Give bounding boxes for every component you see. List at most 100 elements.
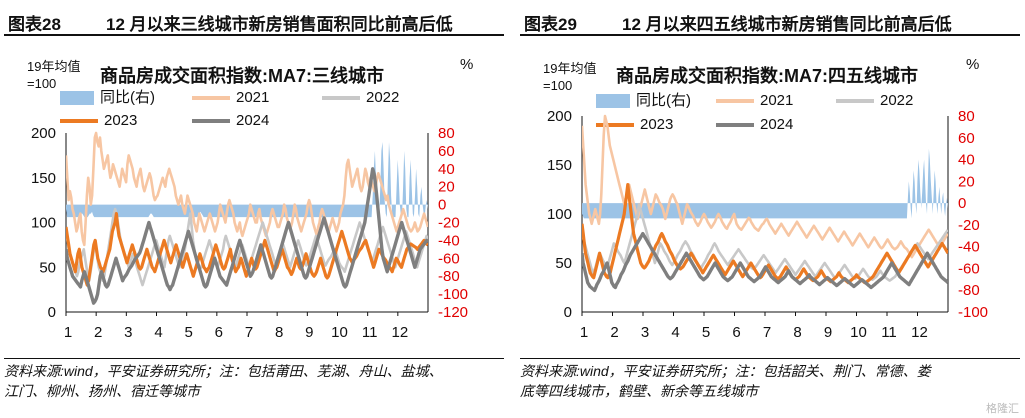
x-tick-label: 5 — [184, 324, 192, 341]
y-left-tick-label: 100 — [547, 206, 572, 223]
y-right-tick-label: -40 — [438, 232, 460, 249]
x-tick-label: 9 — [305, 324, 313, 341]
left-axis-unit-line-2: =100 — [27, 76, 57, 91]
right-axis-unit: % — [460, 56, 474, 73]
y-right-tick-label: 40 — [958, 152, 975, 169]
legend-swatch-2024 — [716, 123, 754, 128]
y-left-tick-label: 150 — [31, 170, 56, 187]
y-right-tick-label: -80 — [958, 282, 980, 299]
legend-swatch-2022 — [322, 96, 360, 101]
legend-swatch-yoy — [60, 91, 94, 106]
series-2021-line — [66, 131, 428, 247]
y-left-tick-label: 0 — [564, 304, 572, 321]
legend-2022: 2022 — [836, 92, 913, 110]
y-left-tick-label: 200 — [547, 108, 572, 125]
x-tick-label: 11 — [881, 324, 897, 341]
legend-swatch-2021 — [716, 99, 754, 104]
legend-swatch-2021 — [192, 96, 230, 101]
legend-label-2021: 2021 — [760, 92, 794, 109]
y-right-tick-label: -100 — [958, 304, 988, 321]
y-right-tick-label: 80 — [958, 108, 975, 125]
y-right-tick-label: 0 — [958, 195, 966, 212]
y-right-tick-label: -100 — [438, 286, 468, 303]
legend-swatch-2022 — [836, 99, 874, 104]
y-right-tick-label: 60 — [438, 143, 455, 160]
y-right-tick-label: -120 — [438, 304, 468, 321]
legend-2021: 2021 — [192, 89, 269, 107]
legend-label-2024: 2024 — [760, 116, 794, 133]
source-note: 资料来源:wind，平安证券研究所；注：包括莆田、芜湖、舟山、盐城、 江门、柳州… — [4, 358, 504, 401]
x-tick-label: 12 — [911, 324, 928, 341]
series-yoy-area — [66, 142, 428, 218]
x-tick-label: 2 — [94, 324, 102, 341]
y-left-tick-label: 0 — [48, 304, 56, 321]
x-tick-label: 9 — [824, 324, 832, 341]
x-tick-label: 11 — [362, 324, 378, 341]
left-axis-unit: 19年均值 =100 — [27, 58, 80, 92]
series-2024-line — [582, 231, 948, 293]
left-axis-unit-line-1: 19年均值 — [27, 59, 81, 74]
legend-swatch-2023 — [596, 123, 634, 128]
x-tick-label: 6 — [215, 324, 223, 341]
x-tick-label: 3 — [124, 324, 132, 341]
left-axis-unit-line-1: 19年均值 — [543, 61, 597, 76]
chart-title: 商品房成交面积指数:MA7:四五线城市 — [616, 66, 918, 86]
legend-label-2023: 2023 — [640, 116, 674, 133]
x-tick-label: 8 — [793, 324, 801, 341]
y-right-tick-label: -40 — [958, 239, 980, 256]
y-right-tick-label: -80 — [438, 268, 460, 285]
series-2021-line — [582, 114, 948, 259]
legend-swatch-yoy — [596, 94, 630, 109]
source-note: 资料来源:wind，平安证券研究所；注：包括韶关、荆门、常德、娄 底等四线城市，… — [520, 358, 1020, 401]
source-note-line-2: 底等四线城市，鹤壁、新余等五线城市 — [520, 383, 758, 399]
series-2022-line — [582, 202, 948, 282]
y-right-tick-label: 60 — [958, 130, 975, 147]
y-right-tick-label: -60 — [958, 260, 980, 277]
watermark: 格隆汇 — [986, 403, 1019, 415]
legend-label-yoy: 同比(右) — [636, 92, 691, 109]
legend-2024: 2024 — [716, 116, 793, 134]
x-tick-label: 7 — [245, 324, 253, 341]
series-2023-line — [66, 212, 428, 287]
y-left-tick-label: 100 — [31, 215, 56, 232]
y-right-tick-label: -20 — [438, 215, 460, 232]
legend-label-yoy: 同比(右) — [100, 89, 155, 106]
x-tick-label: 5 — [702, 324, 710, 341]
legend-2023: 2023 — [596, 116, 673, 134]
y-right-tick-label: 20 — [438, 179, 455, 196]
legend-2023: 2023 — [60, 112, 137, 130]
x-tick-label: 4 — [671, 324, 679, 341]
legend-2022: 2022 — [322, 89, 399, 107]
source-note-line-1: 资料来源:wind，平安证券研究所；注：包括莆田、芜湖、舟山、盐城、 — [4, 363, 443, 379]
legend-swatch-2023 — [60, 119, 98, 124]
figure-number: 图表28 — [8, 15, 61, 34]
x-tick-label: 6 — [732, 324, 740, 341]
x-tick-label: 10 — [331, 324, 348, 341]
y-right-tick-label: -20 — [958, 217, 980, 234]
legend-2021: 2021 — [716, 92, 793, 110]
source-note-line-1: 资料来源:wind，平安证券研究所；注：包括韶关、荆门、常德、娄 — [520, 363, 931, 379]
figure-title: 12 月以来三线城市新房销售面积同比前高后低 — [106, 15, 453, 34]
legend-swatch-2024 — [192, 119, 230, 124]
source-note-line-2: 江门、柳州、扬州、宿迁等城市 — [4, 383, 200, 399]
panel-right: 图表29 12 月以来四五线城市新房销售同比前高后低 19年均值 =100 % … — [516, 0, 1022, 418]
figure-number: 图表29 — [524, 15, 577, 34]
y-left-tick-label: 150 — [547, 157, 572, 174]
x-tick-label: 1 — [580, 324, 588, 341]
legend-yoy: 同比(右) — [60, 89, 155, 107]
x-tick-label: 4 — [154, 324, 162, 341]
legend-label-2021: 2021 — [236, 89, 270, 106]
x-tick-label: 8 — [275, 324, 283, 341]
y-right-tick-label: 20 — [958, 173, 975, 190]
left-axis-unit: 19年均值 =100 — [543, 60, 596, 94]
series-2024-line — [66, 167, 428, 305]
y-right-tick-label: 40 — [438, 161, 455, 178]
left-axis-unit-line-2: =100 — [543, 78, 573, 93]
y-left-tick-label: 50 — [555, 255, 572, 272]
series-yoy-area — [582, 148, 948, 219]
figure-header: 图表28 12 月以来三线城市新房销售面积同比前高后低 — [4, 6, 504, 36]
y-right-tick-label: -60 — [438, 250, 460, 267]
figure-title: 12 月以来四五线城市新房销售同比前高后低 — [622, 15, 952, 34]
